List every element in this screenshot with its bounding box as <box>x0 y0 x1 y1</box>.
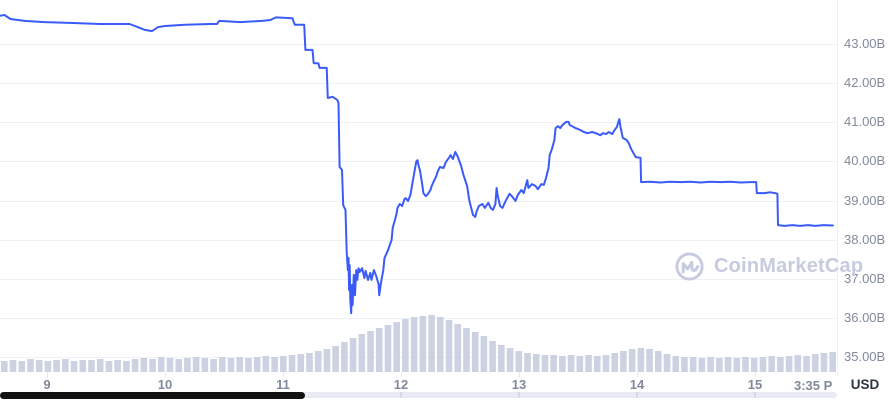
scrollbar-day-separator <box>518 392 520 398</box>
scrollbar-day-separator <box>636 392 638 398</box>
y-axis-tick-label: 43.00B <box>844 36 886 51</box>
x-axis-tick-label: 11 <box>276 377 290 392</box>
x-axis-tick-label: 15 <box>747 377 763 392</box>
y-axis-tick-label: 41.00B <box>844 114 886 130</box>
y-axis-tick-label: 39.00B <box>844 192 886 208</box>
x-axis-tick-label: 13 <box>511 377 527 392</box>
currency-label: USD <box>850 377 880 392</box>
coinmarketcap-watermark: CoinMarketCap <box>674 251 863 282</box>
scrollbar-day-separator <box>400 392 402 398</box>
x-axis-tick-label: 9 <box>43 377 51 392</box>
coinmarketcap-logo-icon <box>675 252 704 281</box>
current-time-label: 3:35 P <box>794 378 833 393</box>
y-axis-tick-label: 37.00B <box>844 270 886 286</box>
y-axis-tick-label: 36.00B <box>844 309 886 325</box>
chart-scrollbar-thumb[interactable] <box>0 392 305 399</box>
y-axis-tick-label: 42.00B <box>844 75 886 91</box>
x-axis-tick-label: 12 <box>393 377 409 392</box>
watermark-text: CoinMarketCap <box>714 255 864 277</box>
y-axis-tick-label: 40.00B <box>844 153 886 169</box>
y-axis-tick-label: 38.00B <box>844 231 886 247</box>
scrollbar-day-separator <box>754 392 756 398</box>
x-axis-tick-label: 14 <box>629 377 645 392</box>
y-axis-tick-label: 35.00B <box>844 349 886 364</box>
x-axis-tick-label: 10 <box>157 377 173 392</box>
